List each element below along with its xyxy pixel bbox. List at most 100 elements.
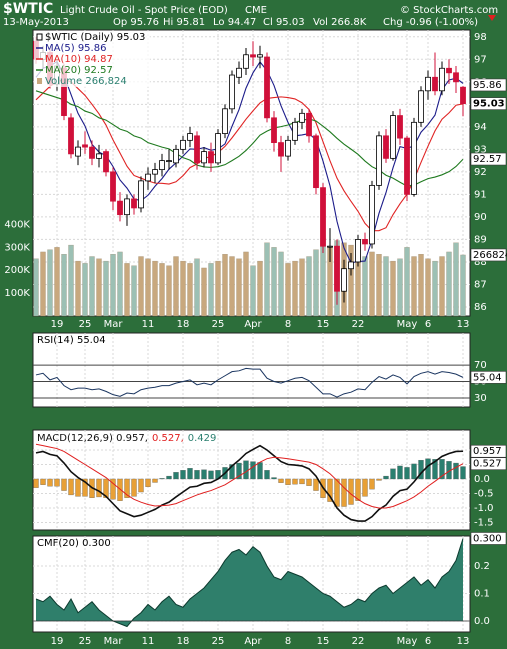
candle-body bbox=[131, 198, 137, 209]
rsi-line bbox=[35, 367, 464, 398]
candle-body bbox=[229, 74, 235, 110]
macd-histogram-bar bbox=[159, 478, 165, 480]
macd-histogram-bar bbox=[376, 478, 382, 481]
menu-arrow[interactable] bbox=[488, 15, 496, 21]
volume-bar bbox=[243, 251, 249, 317]
y-tick-label: -1.0 bbox=[474, 503, 494, 514]
value-box bbox=[470, 97, 507, 110]
y-tick-label: 88 bbox=[474, 257, 487, 268]
macd-histogram-bar bbox=[341, 478, 347, 507]
candle-body bbox=[138, 180, 144, 209]
candle-body bbox=[341, 268, 347, 292]
volume-bar bbox=[117, 251, 123, 317]
candle-body bbox=[306, 112, 312, 137]
candle-body bbox=[201, 151, 207, 164]
x-tick-label: 22 bbox=[352, 636, 365, 647]
volume-bar bbox=[250, 265, 256, 317]
candle-body bbox=[215, 133, 221, 164]
candle-body bbox=[439, 67, 445, 92]
macd-histogram-bar bbox=[124, 478, 130, 498]
y-tick-label: 92 bbox=[474, 167, 487, 178]
candle-body bbox=[243, 54, 249, 69]
candle-body bbox=[446, 67, 452, 74]
macd-histogram-bar bbox=[271, 477, 277, 480]
x-tick-label: 11 bbox=[142, 636, 155, 647]
volume-bar bbox=[180, 260, 186, 317]
volume-bar bbox=[362, 256, 368, 317]
candle-body bbox=[117, 200, 123, 216]
quote-open: Op 95.76 bbox=[113, 17, 159, 28]
macd-histogram-bar bbox=[299, 478, 305, 485]
volume-bar bbox=[152, 260, 158, 317]
copyright: © StockCharts.com bbox=[400, 5, 498, 16]
volume-tick-label: 200K bbox=[4, 265, 30, 276]
x-tick-label: 6 bbox=[425, 319, 431, 330]
candle-body bbox=[264, 56, 270, 119]
candle-body bbox=[348, 261, 354, 270]
macd-histogram-bar bbox=[453, 462, 459, 480]
macd-histogram-bar bbox=[334, 478, 340, 507]
macd-histogram-bar bbox=[40, 478, 46, 485]
candle-body bbox=[110, 171, 116, 202]
quote-low: Lo 94.47 bbox=[213, 17, 256, 28]
volume-bar bbox=[89, 256, 95, 317]
y-tick-label: -0.5 bbox=[474, 488, 494, 499]
legend-swatch bbox=[37, 78, 42, 84]
volume-bar bbox=[47, 249, 53, 317]
candle-body bbox=[250, 54, 256, 58]
macd-histogram-bar bbox=[33, 478, 39, 488]
macd-histogram-bar bbox=[278, 478, 284, 483]
x-tick-label: May bbox=[397, 636, 418, 647]
x-tick-label: 15 bbox=[317, 636, 330, 647]
volume-bar bbox=[264, 242, 270, 317]
candle-body bbox=[75, 146, 81, 157]
macd-histogram-bar bbox=[327, 478, 333, 502]
volume-bar bbox=[145, 258, 151, 317]
volume-bar bbox=[460, 254, 466, 317]
volume-bar bbox=[271, 247, 277, 317]
volume-bar bbox=[173, 256, 179, 317]
macd-histogram-bar bbox=[75, 478, 81, 497]
candle-body bbox=[453, 72, 459, 83]
candle-body bbox=[369, 184, 375, 245]
volume-tick-label: 100K bbox=[4, 288, 30, 299]
volume-bar bbox=[306, 256, 312, 317]
value-box-label: 266824 bbox=[473, 250, 507, 261]
volume-bar bbox=[124, 263, 130, 317]
y-tick-label: 70 bbox=[474, 360, 487, 371]
macd-line bbox=[35, 443, 464, 509]
y-tick-label: 90 bbox=[474, 212, 487, 223]
exchange: CME bbox=[245, 5, 267, 16]
volume-tick-label: 300K bbox=[4, 242, 30, 253]
macd-histogram-bar bbox=[439, 459, 445, 480]
legend-swatch bbox=[36, 33, 43, 41]
x-tick-label: 25 bbox=[212, 319, 225, 330]
candle-body bbox=[96, 153, 102, 159]
value-box bbox=[470, 78, 507, 92]
y-tick-label: -1.5 bbox=[474, 517, 494, 528]
volume-bar bbox=[131, 265, 137, 317]
y-tick-label: 94 bbox=[474, 122, 487, 133]
candle-body bbox=[187, 133, 193, 141]
macd-histogram-bar bbox=[47, 478, 53, 487]
legend-entry: 0.429 bbox=[188, 433, 217, 444]
volume-bar bbox=[383, 256, 389, 317]
candle-body bbox=[173, 148, 179, 164]
candle-body bbox=[292, 121, 298, 141]
value-box-label: 0.527 bbox=[473, 459, 502, 470]
volume-bar bbox=[348, 244, 354, 317]
x-tick-label: 8 bbox=[285, 636, 291, 647]
candle-body bbox=[145, 173, 151, 182]
macd-histogram-bar bbox=[362, 478, 368, 497]
x-tick-label: Apr bbox=[244, 319, 262, 330]
candle-body bbox=[89, 146, 95, 159]
candle-body bbox=[411, 121, 417, 195]
volume-bar bbox=[432, 260, 438, 317]
candle-body bbox=[397, 115, 403, 139]
candle-body bbox=[222, 108, 228, 134]
macd-histogram-bar bbox=[103, 478, 109, 498]
y-tick-label: 87 bbox=[474, 279, 487, 290]
macd-histogram-bar bbox=[138, 478, 144, 493]
value-box-label: 95.86 bbox=[473, 80, 502, 91]
